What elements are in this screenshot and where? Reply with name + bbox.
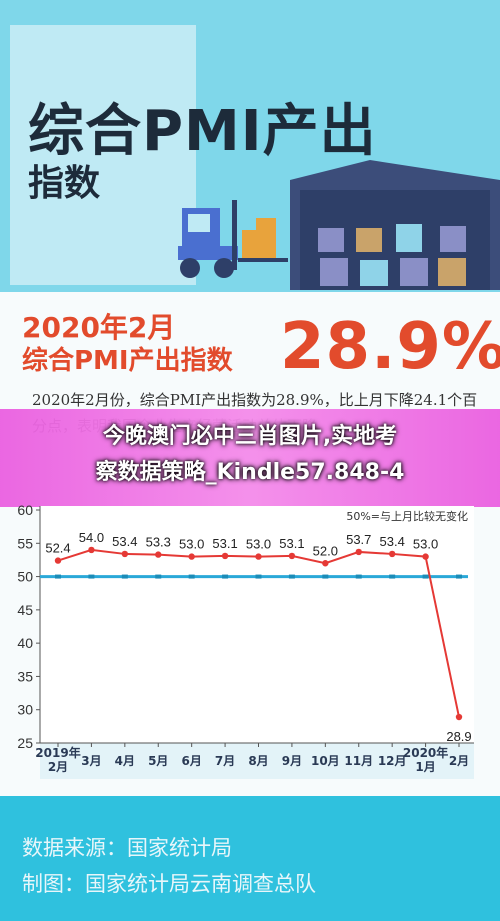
y-tick-label: 30 — [17, 702, 33, 718]
y-tick-label: 50 — [17, 569, 33, 585]
data-point — [288, 552, 296, 560]
headline-index-name: 综合PMI产出指数 — [22, 346, 233, 376]
data-label: 52.4 — [45, 541, 70, 556]
footer-source: 数据来源：国家统计局 — [22, 836, 232, 860]
x-tick-label: 4月 — [115, 754, 135, 768]
x-tick-label: 7月 — [215, 754, 235, 768]
data-point — [54, 557, 62, 564]
data-point — [455, 713, 463, 721]
reference-marker — [155, 574, 162, 579]
data-label: 54.0 — [79, 530, 104, 545]
x-tick-label: 10月 — [311, 754, 340, 768]
data-point — [221, 552, 229, 560]
reference-marker — [288, 574, 295, 579]
footer: 数据来源：国家统计局 制图：国家统计局云南调查总队 — [0, 796, 500, 921]
y-tick-label: 40 — [17, 635, 33, 651]
x-tick-label: 2月 — [449, 754, 469, 768]
data-label: 53.0 — [179, 537, 204, 552]
overlay-banner — [0, 409, 500, 507]
reference-marker — [322, 574, 329, 579]
reference-marker — [188, 574, 195, 579]
page-subtitle: 指数 — [28, 163, 101, 204]
data-point — [322, 560, 329, 567]
pmi-line-chart: 25 30 35 40 45 50 55 60 50%=与上月比较无变化 2019年 2月 3月 4月 5… — [17, 502, 474, 779]
reference-marker — [456, 574, 462, 579]
data-label: 53.1 — [279, 536, 304, 551]
x-tick-label: 2019年 2月 — [35, 745, 80, 774]
data-label: 53.0 — [246, 537, 271, 552]
warehouse-illustration — [178, 160, 500, 290]
y-tick-label: 35 — [17, 668, 33, 684]
data-label: 53.1 — [212, 536, 237, 551]
data-label: 53.7 — [346, 532, 371, 547]
plot-area — [40, 506, 474, 743]
x-tick-label: 8月 — [248, 754, 268, 768]
data-point — [255, 553, 262, 560]
banner-line-1: 今晚澳门必中三肖图片,实地考 — [102, 424, 398, 449]
overlay-banner-text: 今晚澳门必中三肖图片,实地考 察数据策略_Kindle57.848-4 — [0, 419, 500, 491]
data-label: 53.4 — [112, 534, 137, 549]
y-tick-label: 45 — [17, 602, 33, 618]
reference-marker — [389, 574, 396, 579]
banner-line-2: 察数据策略_Kindle57.848-4 — [95, 460, 405, 485]
data-label: 28.9 — [446, 729, 471, 744]
reference-marker — [121, 574, 128, 579]
x-tick-label: 6月 — [181, 754, 201, 768]
x-tick-label: 9月 — [282, 754, 302, 768]
data-point — [388, 550, 396, 558]
chart-container: 25 30 35 40 45 50 55 60 50%=与上月比较无变化 2019年 2月 3月 4月 5… — [0, 500, 500, 790]
data-label: 53.3 — [146, 535, 171, 550]
data-point — [188, 553, 195, 560]
data-point — [121, 550, 129, 558]
data-label: 53.4 — [380, 534, 405, 549]
reference-marker — [422, 574, 429, 579]
hero-panel — [10, 25, 196, 285]
reference-marker — [88, 574, 95, 579]
x-tick-label: 5月 — [148, 754, 168, 768]
reference-marker — [55, 574, 61, 579]
page-title: 综合PMI产出 — [28, 99, 377, 164]
headline-left: 2020年2月 综合PMI产出指数 — [22, 311, 272, 377]
y-tick-label: 60 — [17, 502, 33, 518]
y-tick-label: 55 — [17, 535, 33, 551]
x-axis-band — [40, 743, 474, 779]
data-point — [355, 548, 362, 556]
data-label: 52.0 — [313, 543, 338, 558]
reference-marker — [355, 574, 362, 579]
x-tick-label: 3月 — [81, 754, 101, 768]
y-tick-label: 25 — [17, 735, 33, 751]
x-tick-label: 12月 — [378, 754, 407, 768]
reference-marker — [222, 574, 229, 579]
data-point — [422, 553, 429, 560]
x-tick-label: 2020年 1月 — [403, 745, 448, 774]
data-label: 53.0 — [413, 537, 438, 552]
footer-credit: 制图：国家统计局云南调查总队 — [22, 872, 316, 896]
headline-date: 2020年2月 — [22, 311, 176, 344]
data-point — [155, 551, 162, 558]
reference-marker — [255, 574, 262, 579]
headline-value: 28.9% — [280, 310, 500, 384]
reference-line-label: 50%=与上月比较无变化 — [346, 509, 468, 523]
data-point — [88, 546, 95, 554]
x-tick-label: 11月 — [344, 754, 373, 768]
